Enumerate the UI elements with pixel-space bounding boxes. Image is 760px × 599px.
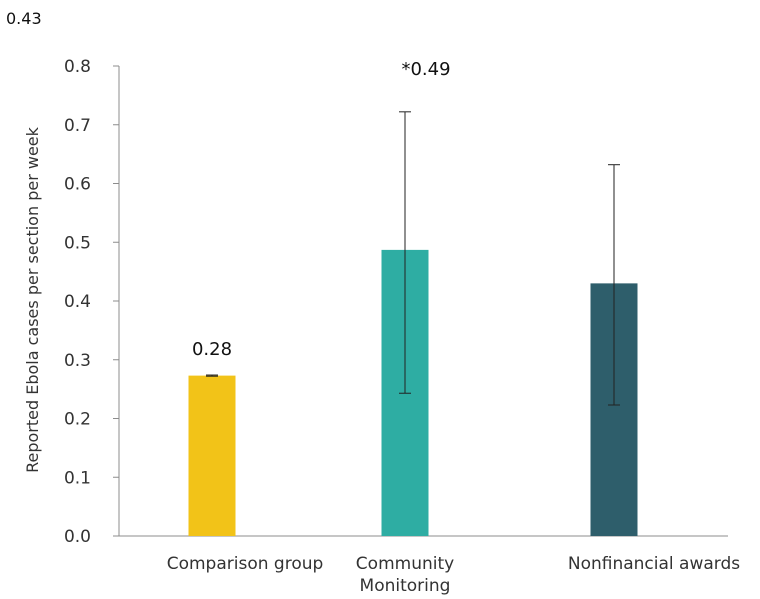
category-label: Community [356,554,454,574]
y-ticks: 0.0 0.1 0.2 0.3 0.4 0.5 0.6 0.7 0.8 [64,57,119,547]
y-tick-label: 0.8 [64,57,91,77]
bars [188,249,638,536]
bar [188,375,236,536]
y-tick-label: 0.0 [64,527,91,547]
data-label: *0.49 [401,59,450,80]
y-tick-label: 0.1 [64,468,91,488]
y-tick-label: 0.3 [64,351,91,371]
y-tick-label: 0.2 [64,410,91,430]
category-label: Nonfinancial awards [568,554,740,574]
y-tick-label: 0.5 [64,233,91,253]
y-tick-label: 0.4 [64,292,91,312]
error-bars [206,111,620,406]
data-label: 0.43 [6,9,42,28]
y-axis-label: Reported Ebola cases per section per wee… [23,126,42,473]
category-label: Comparison group [167,554,324,574]
category-label: Monitoring [360,576,451,596]
data-labels: 0.28 *0.49 0.43 [6,9,451,360]
data-label: 0.28 [192,339,232,360]
y-tick-label: 0.6 [64,175,91,195]
y-tick-label: 0.7 [64,116,91,136]
